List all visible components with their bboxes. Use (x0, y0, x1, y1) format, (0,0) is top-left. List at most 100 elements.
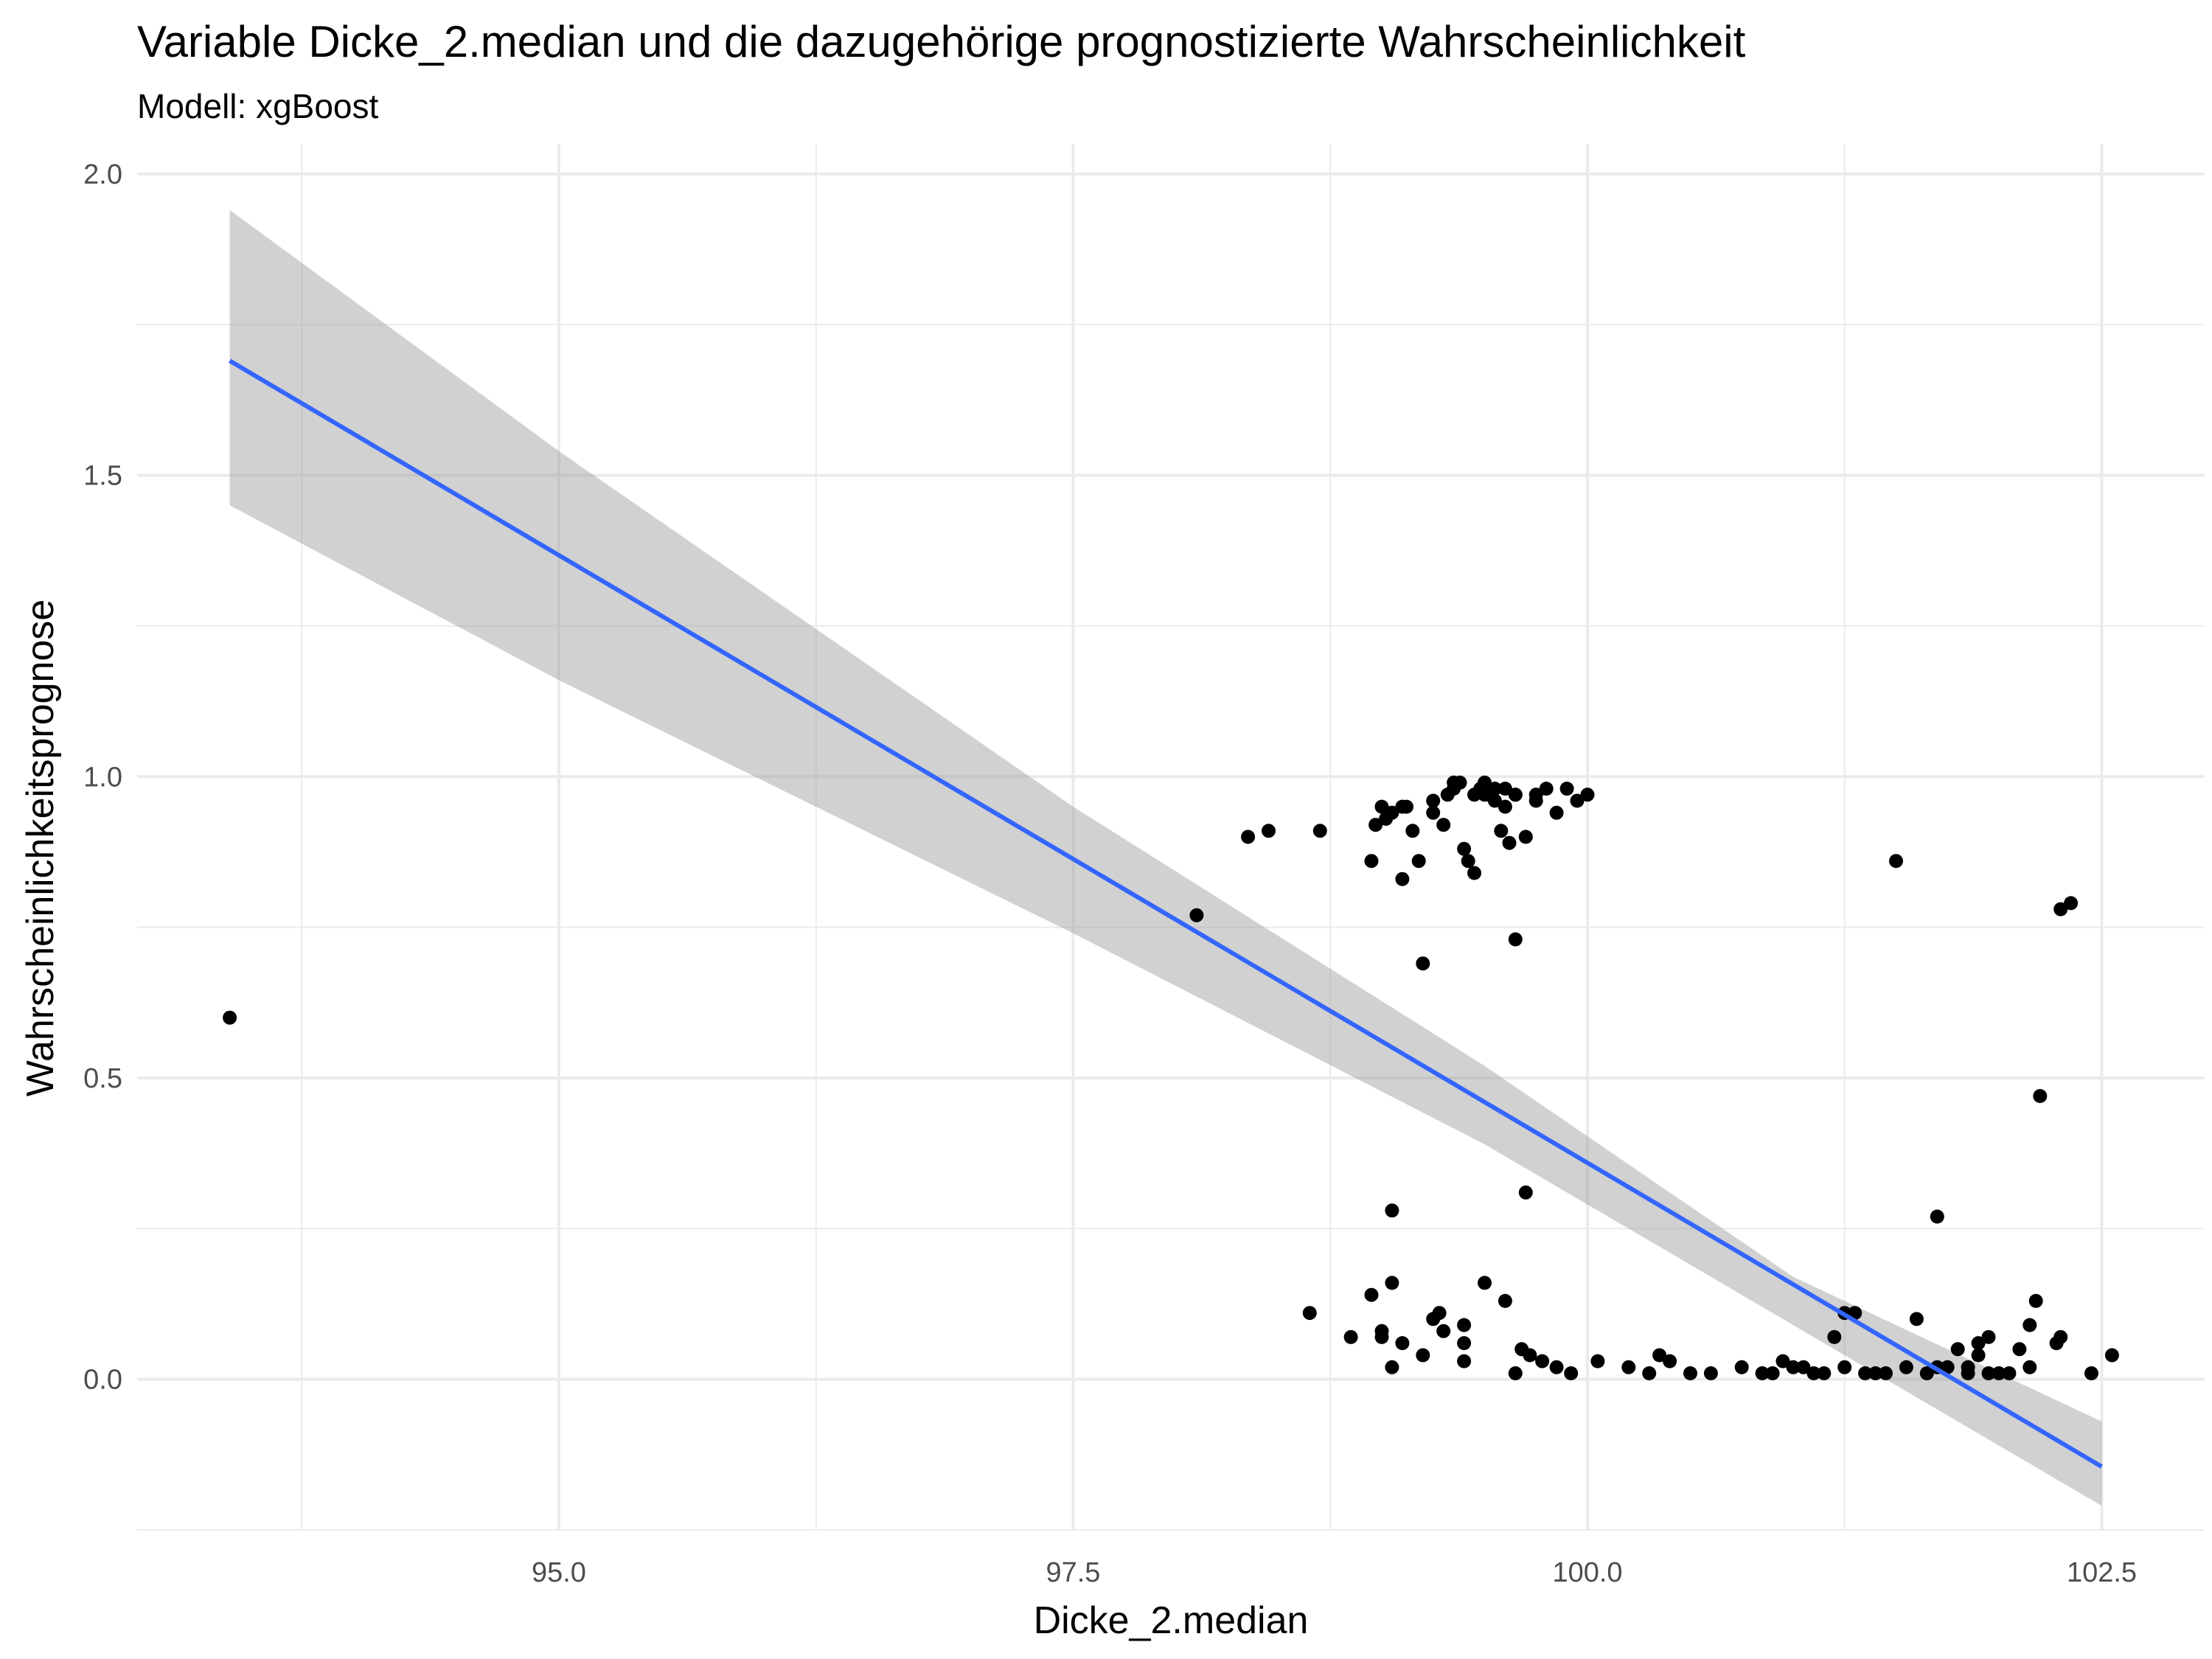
data-point (2049, 1336, 2064, 1351)
data-point (1498, 1293, 1512, 1308)
data-point (1992, 1366, 2006, 1380)
data-point (1467, 866, 1481, 880)
data-point (1642, 1366, 1657, 1380)
data-point (2053, 902, 2068, 917)
data-point (1518, 830, 1533, 844)
fit-line-layer (229, 358, 2104, 1469)
data-point (1374, 799, 1389, 814)
data-point (1806, 1366, 1821, 1380)
x-tick-label: 100.0 (1552, 1557, 1622, 1588)
data-point (1478, 775, 1492, 790)
data-point (1457, 1318, 1472, 1332)
data-point (1899, 1360, 1913, 1374)
data-point (1590, 1354, 1605, 1368)
data-point (1580, 787, 1595, 802)
data-point (1961, 1360, 1975, 1374)
data-point (1411, 854, 1426, 869)
data-point (1523, 1348, 1537, 1363)
data-point (1508, 932, 1523, 947)
data-point (1909, 1312, 1924, 1326)
data-point (1385, 1203, 1399, 1218)
y-tick-label: 0.0 (83, 1365, 122, 1396)
data-point (1395, 1336, 1410, 1351)
confidence-band (229, 209, 2102, 1506)
data-point (1528, 793, 1543, 808)
x-axis-title: Dicke_2.median (1034, 1599, 1309, 1642)
chart-title: Variable Dicke_2.median und die dazugehö… (137, 17, 1746, 66)
data-point (1374, 1329, 1389, 1344)
grid-major-layer (137, 144, 2205, 1530)
data-point (1457, 841, 1472, 856)
data-point (1436, 1324, 1451, 1338)
data-point (1827, 1329, 1842, 1344)
data-point (1652, 1348, 1667, 1363)
data-point (1734, 1360, 1749, 1374)
data-point (2023, 1360, 2037, 1374)
data-point (1457, 1336, 1472, 1351)
data-point (1559, 782, 1574, 796)
data-point (1570, 793, 1585, 808)
data-point (1621, 1360, 1636, 1374)
data-point (1364, 1287, 1379, 1302)
data-point (1858, 1366, 1873, 1380)
y-axis-title: Wahrscheinlichkeitsprognose (19, 599, 62, 1096)
data-point (1837, 1360, 1852, 1374)
data-point (1189, 908, 1204, 922)
data-point (1395, 872, 1410, 886)
data-point (1786, 1360, 1801, 1374)
data-point (1518, 1185, 1533, 1200)
data-point (1868, 1366, 1883, 1380)
data-point (1364, 854, 1379, 869)
y-tick-labels: 0.0 0.5 1.0 1.5 2.0 (83, 159, 122, 1396)
y-tick-label: 0.5 (83, 1063, 122, 1094)
data-point (1385, 1360, 1399, 1374)
data-point (1796, 1360, 1811, 1374)
data-point (1981, 1366, 1996, 1380)
data-point (1478, 787, 1492, 802)
fit-line (229, 358, 2104, 1469)
data-point (1478, 1276, 1492, 1290)
data-point (1950, 1342, 1965, 1357)
data-point (2104, 1348, 2119, 1363)
data-point (1395, 799, 1410, 814)
data-point (1940, 1360, 1955, 1374)
data-point (1498, 799, 1512, 814)
data-point (1971, 1348, 1986, 1363)
data-point (1971, 1336, 1986, 1351)
data-point (2002, 1366, 2017, 1380)
data-point (1981, 1329, 1996, 1344)
x-tick-labels: 95.0 97.5 100.0 102.5 (532, 1557, 2137, 1588)
data-point (1416, 1348, 1430, 1363)
data-point (1426, 793, 1441, 808)
data-point (1487, 782, 1502, 796)
data-point (1683, 1366, 1697, 1380)
data-point (1368, 818, 1383, 832)
x-tick-label: 102.5 (2067, 1557, 2137, 1588)
data-point (1539, 782, 1554, 796)
data-point (1879, 1366, 1893, 1380)
data-point (1385, 1276, 1399, 1290)
data-point (1919, 1366, 1934, 1380)
data-point (1405, 824, 1420, 838)
data-point (1549, 1360, 1564, 1374)
data-point (1312, 824, 1327, 838)
data-point (1343, 1329, 1358, 1344)
confidence-band-layer (229, 209, 2102, 1506)
data-point (1432, 1306, 1447, 1321)
data-point (1508, 787, 1523, 802)
data-point (1549, 805, 1564, 820)
data-point (1889, 854, 1903, 869)
data-point (2028, 1293, 2043, 1308)
x-tick-label: 97.5 (1046, 1557, 1100, 1588)
data-point (1564, 1366, 1579, 1380)
chart-subtitle: Modell: xgBoost (137, 87, 378, 125)
data-point (1385, 805, 1399, 820)
data-point (1461, 854, 1475, 869)
data-point (1457, 1354, 1472, 1368)
data-point (1487, 793, 1502, 808)
data-point (1535, 1354, 1550, 1368)
y-tick-label: 1.0 (83, 762, 122, 793)
data-point (1703, 1366, 1718, 1380)
data-point (1498, 782, 1512, 796)
